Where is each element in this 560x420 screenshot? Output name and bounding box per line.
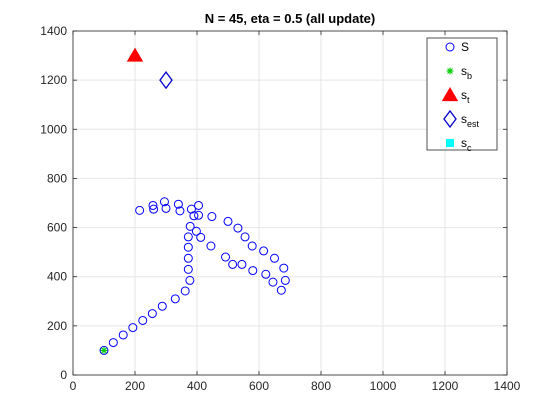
point-s bbox=[173, 199, 183, 209]
legend-label-subscript: est bbox=[467, 119, 480, 129]
y-tick-label: 0 bbox=[60, 368, 67, 382]
point-s bbox=[279, 263, 289, 273]
point-s bbox=[248, 266, 258, 276]
legend-marker-s bbox=[445, 42, 455, 52]
legend-label-main: s bbox=[461, 64, 467, 78]
legend-marker-s-t bbox=[441, 87, 459, 102]
tick-marks bbox=[72, 30, 508, 376]
x-tick-label: 800 bbox=[311, 379, 331, 393]
point-s bbox=[228, 259, 238, 269]
point-s bbox=[99, 345, 109, 355]
legend-label-s-b: sb bbox=[461, 64, 472, 81]
legend-label-main: s bbox=[461, 88, 467, 102]
legend-label-main: s bbox=[461, 136, 467, 150]
legend-label-subscript: t bbox=[467, 95, 470, 105]
point-s bbox=[268, 277, 278, 287]
point-s bbox=[185, 275, 195, 285]
point-s bbox=[191, 226, 201, 236]
point-s bbox=[194, 200, 204, 210]
chart-title: N = 45, eta = 0.5 (all update) bbox=[205, 11, 376, 26]
point-s bbox=[189, 211, 199, 221]
point-s bbox=[175, 206, 185, 216]
x-tick-label: 400 bbox=[187, 379, 207, 393]
point-s bbox=[118, 330, 128, 340]
x-tick-label: 1400 bbox=[494, 379, 521, 393]
point-s bbox=[280, 275, 290, 285]
legend-label-subscript: b bbox=[467, 71, 472, 81]
legend-label-main: s bbox=[461, 112, 467, 126]
y-tick-label: 800 bbox=[47, 171, 67, 185]
point-s bbox=[223, 216, 233, 226]
legend-marker-s-b bbox=[446, 67, 454, 75]
point-s bbox=[207, 212, 217, 222]
y-tick-label: 400 bbox=[47, 270, 67, 284]
point-s bbox=[186, 204, 196, 214]
point-s bbox=[108, 338, 118, 348]
point-s bbox=[159, 197, 169, 207]
point-s bbox=[185, 221, 195, 231]
point-s bbox=[183, 253, 193, 263]
point-s bbox=[135, 205, 145, 215]
point-s bbox=[196, 232, 206, 242]
point-s bbox=[148, 200, 158, 210]
point-s bbox=[233, 223, 243, 233]
x-tick-labels: 0 200 400 600 800 1000 1200 1400 bbox=[70, 379, 521, 393]
point-s bbox=[259, 246, 269, 256]
data-points bbox=[99, 47, 290, 355]
legend-label-subscript: c bbox=[467, 143, 472, 153]
legend-marker-s-est bbox=[443, 109, 457, 129]
point-s bbox=[149, 204, 159, 214]
point-s bbox=[183, 264, 193, 274]
point-s bbox=[180, 286, 190, 296]
legend-label-main: S bbox=[461, 40, 469, 54]
x-tick-label: 1000 bbox=[370, 379, 397, 393]
legend-label-s-c: sc bbox=[461, 136, 472, 153]
point-s bbox=[247, 241, 257, 251]
legend-label-s-est: sest bbox=[461, 112, 480, 129]
legend-label-s: S bbox=[461, 40, 469, 54]
legend-box bbox=[426, 37, 498, 151]
x-tick-label: 200 bbox=[125, 379, 145, 393]
point-s bbox=[276, 285, 286, 295]
legend-marker-s-c bbox=[446, 139, 454, 147]
point-s bbox=[183, 232, 193, 242]
legend-label-s-t: st bbox=[461, 88, 470, 105]
point-s bbox=[194, 210, 204, 220]
point-s bbox=[270, 253, 279, 263]
y-tick-label: 1000 bbox=[40, 122, 67, 136]
x-tick-label: 0 bbox=[70, 379, 77, 393]
point-s bbox=[221, 252, 231, 262]
point-s-t bbox=[126, 47, 144, 62]
point-s-b bbox=[100, 346, 108, 354]
point-s bbox=[161, 203, 171, 213]
point-s bbox=[128, 323, 138, 333]
point-s bbox=[157, 301, 167, 311]
point-s bbox=[138, 315, 148, 325]
axes-box bbox=[72, 30, 508, 376]
y-tick-labels: 0 200 400 600 800 1000 1200 1400 bbox=[40, 24, 67, 382]
y-tick-label: 600 bbox=[47, 221, 67, 235]
point-s-est bbox=[159, 71, 173, 90]
point-s bbox=[183, 242, 193, 252]
y-tick-label: 1200 bbox=[40, 73, 67, 87]
x-tick-label: 600 bbox=[249, 379, 269, 393]
point-s bbox=[261, 269, 271, 279]
y-tick-label: 200 bbox=[47, 319, 67, 333]
x-tick-label: 1200 bbox=[432, 379, 459, 393]
y-tick-label: 1400 bbox=[40, 24, 67, 38]
point-s bbox=[147, 309, 157, 319]
point-s bbox=[240, 232, 250, 242]
point-s bbox=[170, 294, 180, 304]
point-s bbox=[237, 259, 247, 269]
point-s bbox=[206, 241, 216, 251]
